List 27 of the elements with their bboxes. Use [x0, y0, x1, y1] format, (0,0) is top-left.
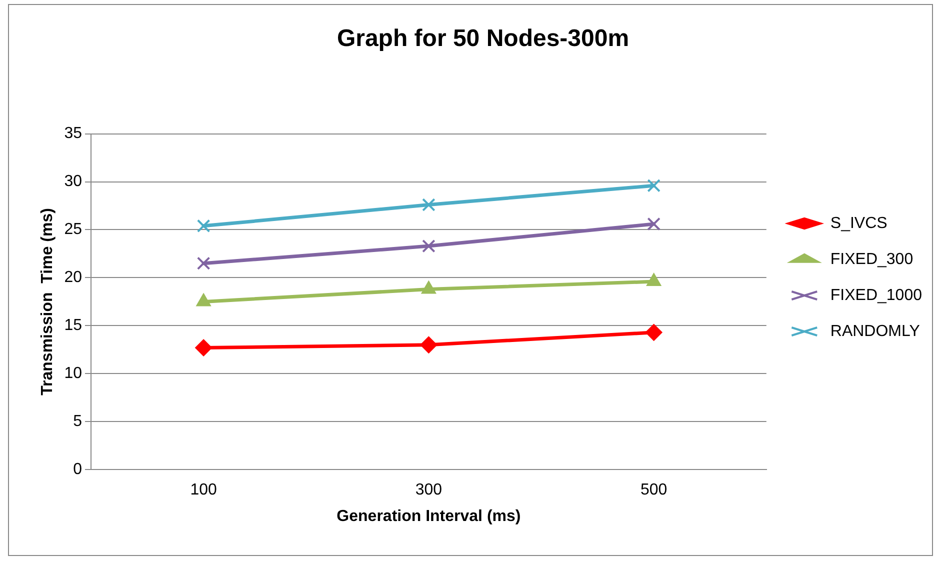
- y-tick-label: 30: [64, 173, 82, 190]
- legend-label: FIXED_300: [830, 250, 914, 268]
- x-tick-label: 100: [190, 482, 218, 499]
- point: [422, 198, 436, 212]
- chart-title: Graph for 50 Nodes-300m: [336, 25, 630, 52]
- y-tick-label: 20: [64, 269, 82, 286]
- y-tick-label: 0: [73, 461, 82, 478]
- legend-label: FIXED_1000: [830, 286, 922, 304]
- point: [422, 239, 436, 253]
- x-tick-label: 300: [415, 482, 442, 499]
- legend-label: S_IVCS: [830, 214, 888, 232]
- y-tick-label: 5: [73, 413, 82, 430]
- point: [420, 336, 438, 354]
- y-axis-title: Transmission Time (ms): [39, 208, 56, 396]
- y-tick-label: 25: [64, 221, 82, 238]
- point: [647, 217, 660, 231]
- point: [196, 256, 210, 270]
- point: [645, 324, 662, 341]
- legend-label: RANDOMLY: [830, 322, 920, 340]
- y-tick-label: 10: [64, 365, 82, 382]
- x-axis-title: Generation Interval (ms): [336, 508, 521, 525]
- point: [195, 339, 212, 356]
- point: [647, 178, 660, 192]
- y-tick-label: 35: [64, 125, 82, 142]
- point: [196, 219, 210, 233]
- x-tick-label: 500: [640, 482, 668, 499]
- y-tick-label: 15: [64, 317, 82, 334]
